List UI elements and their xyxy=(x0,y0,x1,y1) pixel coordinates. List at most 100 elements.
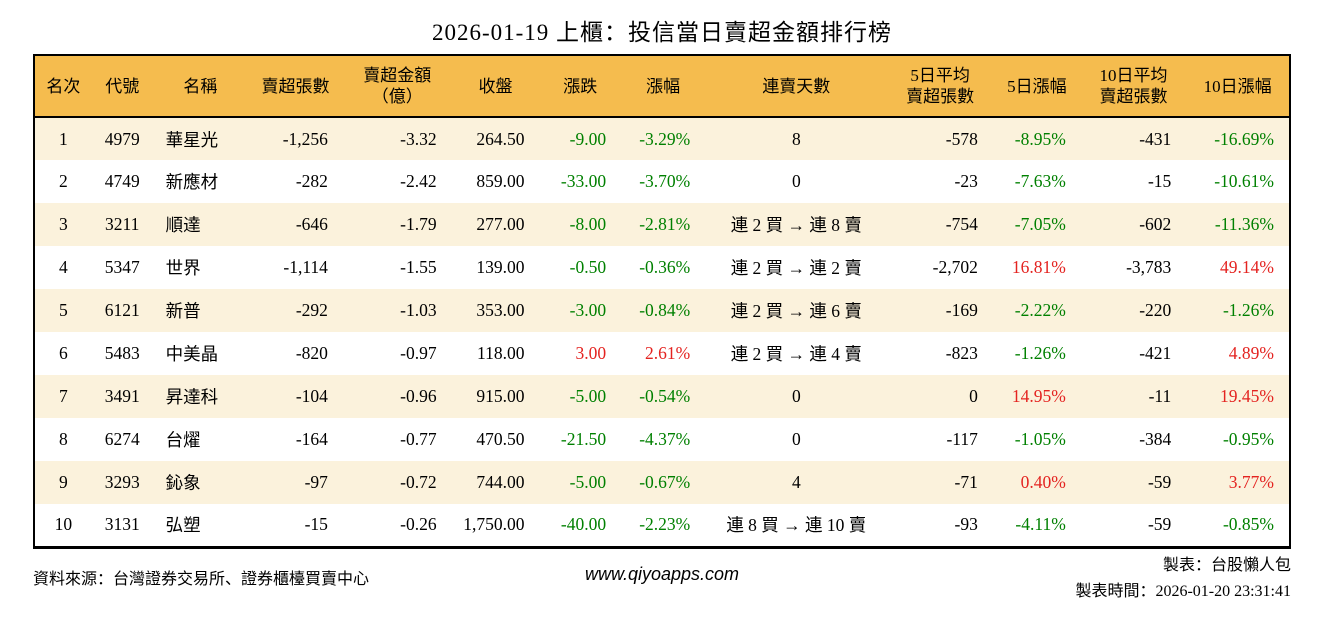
cell-sell-streak: 0 xyxy=(791,429,801,449)
cell-change: -5.00 xyxy=(569,472,607,492)
cell-name: 新普 xyxy=(165,301,201,321)
table-row: 8 6274 台燿 -164 -0.77 470.50 -21.50 -4.37% 0 -117 -… xyxy=(34,418,1290,461)
cell-avg10-volume: -59 xyxy=(1147,472,1172,492)
cell-name: 昇達科 xyxy=(165,387,219,407)
data-source-note: 資料來源：台灣證券交易所、證券櫃檯買賣中心 xyxy=(33,570,370,588)
table-row: 4 5347 世界 -1,114 -1.55 139.00 -0.50 -0.36% 連 2 買… xyxy=(34,246,1290,289)
cell-net-sell-volume: -15 xyxy=(304,514,328,535)
cell-avg10-volume: -384 xyxy=(1139,429,1172,449)
cell-name: 華星光 xyxy=(165,129,219,150)
cell-net-sell-volume: -1,114 xyxy=(283,257,328,277)
made-by-text: 製表：台股懶人包 xyxy=(1162,556,1291,574)
cell-avg5-volume: -754 xyxy=(945,214,978,234)
cell-code: 6121 xyxy=(104,300,140,320)
cell-close: 139.00 xyxy=(476,257,525,277)
cell-sell-streak: 連 2 買 → 連 2 賣 xyxy=(730,258,862,278)
cell-avg10-volume: -59 xyxy=(1147,514,1172,535)
cell-code: 4749 xyxy=(104,171,140,191)
column-header-pct5: 5日漲幅 xyxy=(992,55,1081,118)
cell-avg10-volume: -421 xyxy=(1139,343,1172,363)
cell-close: 118.00 xyxy=(477,343,525,363)
cell-change-pct: -0.36% xyxy=(639,257,691,277)
cell-sell-streak: 4 xyxy=(791,472,801,492)
cell-name: 世界 xyxy=(165,258,201,278)
cell-net-sell-amount: -3.32 xyxy=(400,128,437,149)
cell-net-sell-amount: -0.72 xyxy=(400,472,437,492)
cell-pct10: 49.14% xyxy=(1220,257,1274,277)
table-row: 6 5483 中美晶 -820 -0.97 118.00 3.00 2.61% 連 2 買 → … xyxy=(34,332,1290,375)
table-row: 1 4979 華星光 -1,256 -3.32 264.50 -9.00 -3.29% 8 -57… xyxy=(34,117,1290,160)
column-header-avg10-volume: 10日平均 賣超張數 xyxy=(1080,55,1187,118)
cell-net-sell-amount: -1.55 xyxy=(400,257,437,277)
cell-net-sell-volume: -1,256 xyxy=(282,128,328,149)
cell-change-pct: -2.23% xyxy=(639,514,691,535)
cell-rank: 9 xyxy=(59,472,68,492)
cell-pct5: -4.11% xyxy=(1015,514,1066,535)
column-header-net-sell-volume: 賣超張數 xyxy=(248,55,343,118)
column-header-sell-streak: 連賣天數 xyxy=(705,55,888,118)
cell-avg10-volume: -3,783 xyxy=(1126,257,1172,277)
cell-sell-streak: 連 2 買 → 連 4 賣 xyxy=(730,344,862,364)
cell-avg5-volume: -93 xyxy=(954,514,978,535)
cell-code: 3491 xyxy=(104,386,140,406)
cell-pct10: 4.89% xyxy=(1228,343,1274,363)
table-row: 9 3293 鈊象 -97 -0.72 744.00 -5.00 -0.67% 4 -71 0.40… xyxy=(34,461,1290,504)
column-header-rank: 名次 xyxy=(34,55,92,118)
cell-pct5: -2.22% xyxy=(1014,300,1066,320)
cell-rank: 4 xyxy=(59,257,68,277)
cell-change-pct: -0.84% xyxy=(639,300,691,320)
cell-sell-streak: 連 8 買 → 連 10 賣 xyxy=(726,515,867,536)
table-header-row: 名次 代號 名稱 賣超張數 賣超金額 （億） 收盤 漲跌 漲幅 連賣天數 5日平均 賣超張數 5日漲… xyxy=(34,55,1290,118)
cell-pct10: -11.36% xyxy=(1214,214,1274,234)
cell-pct5: 14.95% xyxy=(1011,386,1066,406)
cell-close: 264.50 xyxy=(476,128,525,149)
cell-sell-streak: 0 xyxy=(791,386,801,406)
cell-name: 中美晶 xyxy=(165,344,219,364)
cell-net-sell-amount: -0.97 xyxy=(400,343,437,363)
cell-sell-streak: 連 2 買 → 連 8 賣 xyxy=(730,215,862,235)
cell-rank: 1 xyxy=(59,128,68,149)
cell-pct5: 0.40% xyxy=(1020,472,1066,492)
cell-pct10: -0.85% xyxy=(1222,514,1274,535)
table-row: 5 6121 新普 -292 -1.03 353.00 -3.00 -0.84% 連 2 買 →… xyxy=(34,289,1290,332)
cell-net-sell-volume: -646 xyxy=(295,214,328,234)
cell-net-sell-volume: -820 xyxy=(295,343,328,363)
cell-change-pct: -2.81% xyxy=(639,214,691,234)
cell-name: 弘塑 xyxy=(165,515,201,536)
cell-change: 3.00 xyxy=(575,343,607,363)
cell-change-pct: 2.61% xyxy=(645,343,691,363)
cell-net-sell-amount: -2.42 xyxy=(400,171,437,191)
cell-avg5-volume: -169 xyxy=(945,300,978,320)
ranking-table: 名次 代號 名稱 賣超張數 賣超金額 （億） 收盤 漲跌 漲幅 連賣天數 5日平均 賣超張數 5日漲… xyxy=(33,54,1291,549)
cell-close: 353.00 xyxy=(476,300,525,320)
column-header-close: 收盤 xyxy=(451,55,540,118)
website-text: www.qiyoapps.com xyxy=(584,563,740,584)
cell-avg5-volume: -578 xyxy=(945,128,978,149)
cell-change-pct: -0.67% xyxy=(639,472,691,492)
cell-pct5: -7.63% xyxy=(1014,171,1066,191)
column-header-avg5-volume: 5日平均 賣超張數 xyxy=(887,55,993,118)
cell-name: 新應材 xyxy=(165,172,219,192)
cell-name: 順達 xyxy=(165,215,201,235)
cell-code: 3131 xyxy=(104,514,140,535)
table-row: 7 3491 昇達科 -104 -0.96 915.00 -5.00 -0.54% 0 0 14.9… xyxy=(34,375,1290,418)
column-header-code: 代號 xyxy=(91,55,153,118)
column-header-name: 名稱 xyxy=(152,55,249,118)
cell-net-sell-amount: -1.03 xyxy=(400,300,437,320)
cell-pct10: 19.45% xyxy=(1220,386,1274,406)
cell-close: 277.00 xyxy=(476,214,525,234)
cell-sell-streak: 連 2 買 → 連 6 賣 xyxy=(730,301,862,321)
cell-pct10: -1.26% xyxy=(1222,300,1274,320)
cell-rank: 6 xyxy=(59,343,68,363)
table-row: 10 3131 弘塑 -15 -0.26 1,750.00 -40.00 -2.23% 連 8 … xyxy=(34,504,1290,547)
cell-code: 3293 xyxy=(104,472,140,492)
cell-code: 6274 xyxy=(104,429,140,449)
page-title: 2026-01-19 上櫃：投信當日賣超金額排行榜 xyxy=(431,20,893,45)
cell-pct5: 16.81% xyxy=(1011,257,1066,277)
cell-net-sell-amount: -0.26 xyxy=(400,514,437,535)
cell-avg5-volume: -2,702 xyxy=(932,257,978,277)
cell-close: 744.00 xyxy=(476,472,525,492)
cell-change: -33.00 xyxy=(560,171,607,191)
table-body: 1 4979 華星光 -1,256 -3.32 264.50 -9.00 -3.29% 8 -57… xyxy=(34,117,1290,547)
cell-avg10-volume: -15 xyxy=(1147,171,1172,191)
